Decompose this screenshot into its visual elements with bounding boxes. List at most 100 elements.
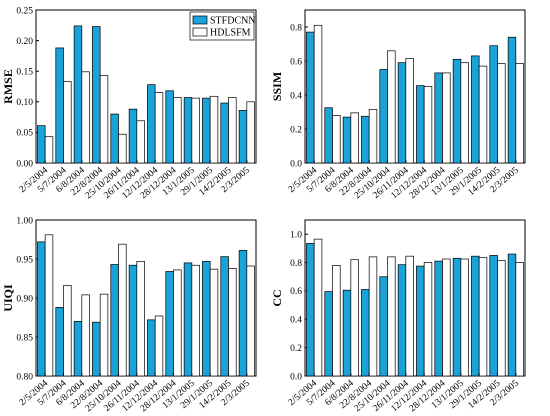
bar-stfdcnn-9 <box>202 260 211 377</box>
bar-stfdcnn-0 <box>306 31 315 164</box>
plot-frame <box>304 219 526 377</box>
bar-stfdcnn-11 <box>507 36 517 164</box>
bar-hdlsfm-7 <box>173 97 182 164</box>
bar-stfdcnn-5 <box>397 62 407 164</box>
bar-stfdcnn-7 <box>165 271 174 377</box>
y-tick-label: 0.2 <box>290 125 302 135</box>
bar-stfdcnn-9 <box>202 97 211 164</box>
panel-cc: 0.00.20.40.60.81.0CC2/5/20045/7/20046/8/… <box>270 219 526 414</box>
bar-stfdcnn-9 <box>471 55 480 164</box>
bar-hdlsfm-10 <box>228 97 237 164</box>
bar-stfdcnn-11 <box>507 253 517 377</box>
bar-hdlsfm-9 <box>209 268 219 377</box>
bar-hdlsfm-7 <box>442 72 451 164</box>
bar-hdlsfm-11 <box>515 63 524 164</box>
bar-stfdcnn-3 <box>92 321 101 377</box>
bar-stfdcnn-5 <box>128 264 138 377</box>
y-tick-label: 0.2 <box>290 344 302 354</box>
bar-stfdcnn-7 <box>165 90 174 164</box>
legend-swatch-stfdcnn <box>192 15 208 25</box>
bar-hdlsfm-8 <box>191 264 200 377</box>
bar-stfdcnn-2 <box>73 25 83 164</box>
bar-stfdcnn-11 <box>238 110 248 164</box>
y-axis-label: UIQI <box>1 284 15 312</box>
bar-hdlsfm-10 <box>497 260 506 377</box>
bar-hdlsfm-11 <box>246 101 255 164</box>
legend-label-hdlsfm: HDLSFM <box>210 28 251 39</box>
y-tick-label: 0.00 <box>16 159 33 169</box>
y-tick-label: 1.00 <box>16 216 33 226</box>
bar-stfdcnn-6 <box>416 85 425 164</box>
bar-hdlsfm-7 <box>442 258 451 377</box>
y-tick-label: 0.05 <box>16 129 33 139</box>
bar-stfdcnn-3 <box>92 26 101 164</box>
bar-stfdcnn-4 <box>110 264 119 377</box>
bar-stfdcnn-5 <box>397 264 407 377</box>
bar-stfdcnn-0 <box>306 243 315 377</box>
y-tick-label: 0.15 <box>16 68 33 78</box>
bar-hdlsfm-1 <box>63 81 72 164</box>
bar-hdlsfm-0 <box>313 24 323 164</box>
y-tick-label: 0.0 <box>290 159 302 169</box>
bar-stfdcnn-4 <box>110 113 119 164</box>
bar-hdlsfm-0 <box>44 136 54 164</box>
bar-hdlsfm-8 <box>191 97 200 164</box>
bar-hdlsfm-6 <box>423 86 433 164</box>
bar-hdlsfm-4 <box>387 256 396 377</box>
bar-hdlsfm-9 <box>478 65 488 164</box>
bar-stfdcnn-10 <box>220 256 229 377</box>
y-tick-label: 0.4 <box>290 91 302 101</box>
bar-hdlsfm-1 <box>332 115 341 164</box>
bar-hdlsfm-3 <box>99 75 109 164</box>
panel-rmse: 0.000.050.100.150.200.25RMSE2/5/20045/7/… <box>1 6 257 201</box>
bar-stfdcnn-6 <box>147 84 156 164</box>
bar-hdlsfm-2 <box>81 71 90 164</box>
y-tick-label: 0.20 <box>16 37 33 47</box>
bar-stfdcnn-0 <box>37 241 46 377</box>
y-tick-label: 0.6 <box>290 57 302 67</box>
bar-hdlsfm-6 <box>154 315 164 377</box>
bar-hdlsfm-3 <box>368 109 378 164</box>
bar-stfdcnn-8 <box>452 257 462 377</box>
y-tick-label: 0.6 <box>290 287 302 297</box>
bar-hdlsfm-3 <box>368 256 378 377</box>
bar-stfdcnn-8 <box>452 58 462 164</box>
y-tick-label: 0.4 <box>290 316 302 326</box>
legend-swatch-hdlsfm <box>192 27 208 37</box>
bar-stfdcnn-8 <box>183 97 193 164</box>
y-axis-label: CC <box>270 289 284 306</box>
y-tick-label: 0.90 <box>16 294 33 304</box>
y-tick-label: 1.0 <box>290 230 302 240</box>
bar-hdlsfm-1 <box>63 285 72 377</box>
bar-stfdcnn-11 <box>238 250 248 377</box>
bar-hdlsfm-5 <box>405 255 414 377</box>
bar-hdlsfm-1 <box>332 265 341 377</box>
bar-stfdcnn-9 <box>471 255 480 377</box>
bar-stfdcnn-6 <box>147 319 156 377</box>
bar-stfdcnn-1 <box>324 291 333 377</box>
bar-hdlsfm-10 <box>228 268 237 377</box>
bar-hdlsfm-0 <box>44 234 54 377</box>
bar-hdlsfm-5 <box>136 260 145 377</box>
bar-stfdcnn-7 <box>434 72 443 164</box>
bar-hdlsfm-2 <box>81 294 90 377</box>
y-axis-label: RMSE <box>1 69 15 104</box>
y-tick-label: 0.10 <box>16 98 33 108</box>
bar-hdlsfm-10 <box>497 63 506 164</box>
bar-stfdcnn-3 <box>361 115 370 164</box>
bar-stfdcnn-4 <box>379 69 388 164</box>
bar-hdlsfm-9 <box>478 257 488 377</box>
bar-stfdcnn-2 <box>342 289 352 377</box>
bar-stfdcnn-2 <box>342 116 352 164</box>
y-tick-label: 0.0 <box>290 372 302 382</box>
bar-hdlsfm-5 <box>136 120 145 164</box>
panel-ssim: 0.00.20.40.60.8SSIM2/5/20045/7/20046/8/2… <box>270 9 526 201</box>
bar-hdlsfm-6 <box>154 92 164 164</box>
bar-stfdcnn-8 <box>183 262 193 377</box>
bar-hdlsfm-6 <box>423 262 433 377</box>
bar-hdlsfm-4 <box>387 50 396 164</box>
bar-hdlsfm-11 <box>515 262 524 377</box>
bar-hdlsfm-9 <box>209 95 219 164</box>
y-tick-label: 0.25 <box>16 6 33 16</box>
